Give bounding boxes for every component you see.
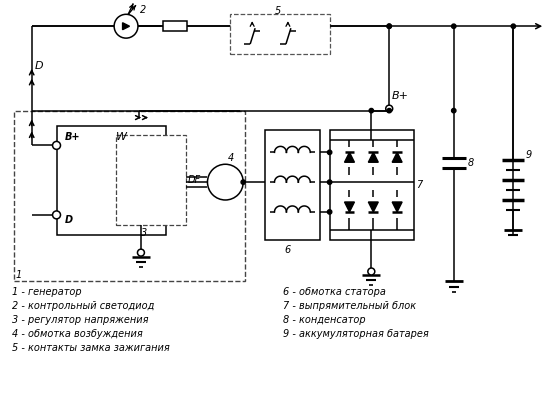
Circle shape [369, 108, 373, 113]
Circle shape [327, 210, 332, 214]
Polygon shape [392, 152, 402, 162]
Text: 1 - генератор: 1 - генератор [12, 287, 81, 297]
Polygon shape [344, 152, 354, 162]
Circle shape [241, 180, 245, 184]
Circle shape [53, 142, 60, 149]
Text: 9: 9 [525, 150, 531, 160]
Polygon shape [123, 23, 129, 30]
Bar [329, 130, 414, 240]
Text: 8 - конденсатор: 8 - конденсатор [283, 315, 366, 325]
Text: B+: B+ [64, 132, 80, 142]
Circle shape [386, 105, 393, 112]
Bar [265, 130, 320, 240]
Circle shape [452, 108, 456, 113]
Bar [57, 126, 166, 235]
Bar [230, 14, 329, 54]
Text: 5 - контакты замка зажигания: 5 - контакты замка зажигания [12, 343, 169, 353]
Text: W: W [116, 132, 127, 142]
Circle shape [368, 268, 375, 275]
Text: 3 - регулятор напряжения: 3 - регулятор напряжения [12, 315, 148, 325]
Text: 7: 7 [416, 180, 422, 190]
Text: 4: 4 [227, 153, 234, 163]
Circle shape [452, 24, 456, 28]
Circle shape [327, 180, 332, 184]
Circle shape [114, 14, 138, 38]
Text: B+: B+ [392, 91, 409, 101]
Text: 8: 8 [468, 158, 474, 168]
Polygon shape [392, 202, 402, 212]
Text: 6 - обмотка статора: 6 - обмотка статора [283, 287, 386, 297]
Polygon shape [368, 202, 378, 212]
Circle shape [387, 108, 392, 113]
Text: D: D [64, 215, 73, 225]
Text: DF: DF [188, 175, 201, 185]
Text: 4 - обмотка возбуждения: 4 - обмотка возбуждения [12, 329, 142, 339]
Text: 7 - выпрямительный блок: 7 - выпрямительный блок [283, 301, 416, 311]
Circle shape [387, 24, 392, 28]
Bar [116, 136, 186, 225]
Text: 2 - контрольный светодиод: 2 - контрольный светодиод [12, 301, 154, 311]
Circle shape [387, 24, 392, 28]
Polygon shape [344, 202, 354, 212]
Text: 9 - аккумуляторная батарея: 9 - аккумуляторная батарея [283, 329, 428, 339]
Bar [163, 21, 186, 31]
Polygon shape [368, 152, 378, 162]
Text: 3: 3 [141, 228, 147, 238]
Bar [14, 111, 245, 282]
Text: 2: 2 [140, 5, 146, 15]
Circle shape [511, 24, 515, 28]
Text: 5: 5 [275, 6, 281, 16]
Circle shape [53, 211, 60, 219]
Circle shape [207, 164, 243, 200]
Text: 6: 6 [284, 245, 291, 255]
Circle shape [138, 249, 145, 256]
Text: D: D [35, 61, 43, 71]
Circle shape [327, 150, 332, 154]
Text: 1: 1 [16, 270, 22, 280]
